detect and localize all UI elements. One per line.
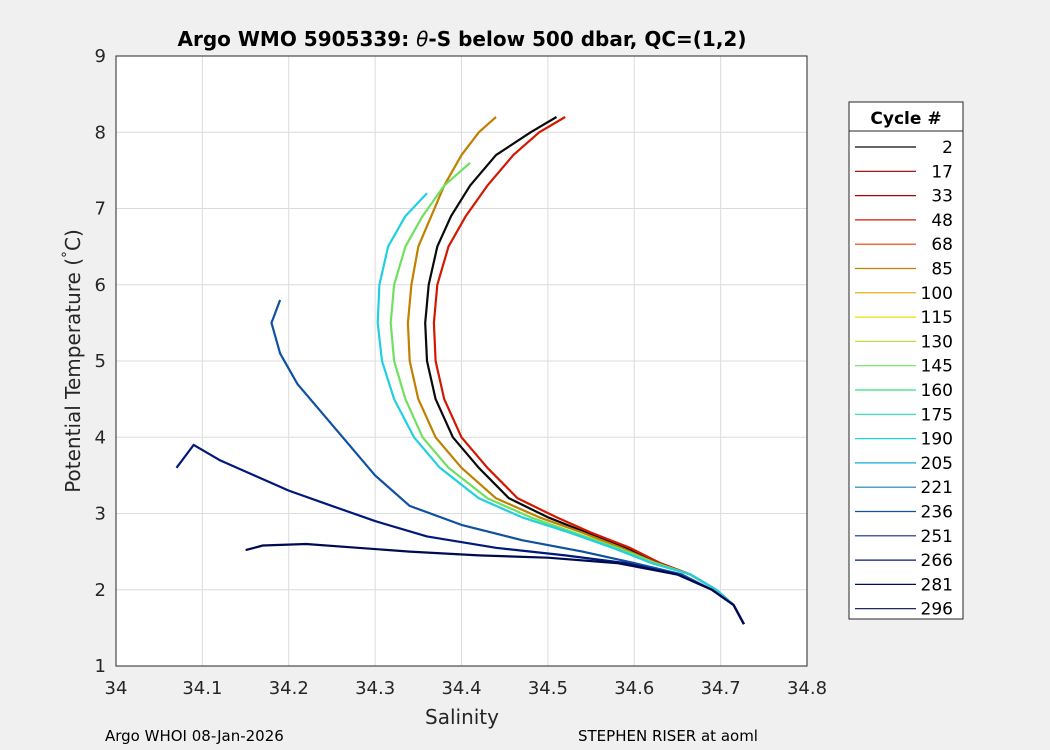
legend-label: 281 <box>921 575 953 595</box>
y-tick-label: 3 <box>95 504 106 525</box>
profile-line-cycle-296 <box>245 542 745 625</box>
legend-entries: 2 17 33 48 68 85 100 115 130 145 160 175 190 205 221 23… <box>855 138 953 620</box>
legend-label: 236 <box>921 503 953 523</box>
footer-left: Argo WHOI 08-Jan-2026 <box>105 727 284 745</box>
y-axis-label: Potential Temperature (°C) <box>60 229 85 493</box>
legend-label: 130 <box>921 332 953 352</box>
x-axis-label: Salinity <box>425 705 499 729</box>
x-tick-labels: 34 34.1 34.2 34.3 34.4 34.5 34.6 34.7 34.8 <box>105 678 827 699</box>
legend-label: 221 <box>921 478 953 498</box>
legend-label: 85 <box>931 260 953 280</box>
x-tick-label: 34.1 <box>182 678 222 699</box>
legend-label: 48 <box>931 211 953 231</box>
y-tick-label: 9 <box>95 46 106 67</box>
legend-label: 296 <box>921 600 953 620</box>
x-tick-label: 34.4 <box>441 678 481 699</box>
profile-line-cycle-190 <box>376 192 745 625</box>
x-tick-label: 34.2 <box>269 678 309 699</box>
y-tick-label: 6 <box>95 275 106 296</box>
x-tick-label: 34.6 <box>614 678 654 699</box>
y-tick-label: 7 <box>95 199 106 220</box>
legend-label: 2 <box>942 138 953 158</box>
x-tick-label: 34.8 <box>787 678 827 699</box>
legend: Cycle # 2 17 33 48 68 85 100 115 130 145 160 175 190… <box>848 101 964 620</box>
x-tick-label: 34.5 <box>528 678 568 699</box>
y-tick-label: 2 <box>95 580 106 601</box>
x-tick-label: 34.3 <box>355 678 395 699</box>
legend-label: 100 <box>921 284 953 304</box>
legend-title: Cycle # <box>870 109 941 129</box>
legend-label: 33 <box>931 187 953 207</box>
legend-label: 205 <box>921 454 953 474</box>
legend-box <box>848 101 964 620</box>
plot-frame <box>115 55 808 667</box>
y-tick-label: 4 <box>95 427 106 448</box>
legend-label: 145 <box>921 357 953 377</box>
legend-label: 175 <box>921 405 953 425</box>
legend-label: 17 <box>931 162 953 182</box>
footer-right: STEPHEN RISER at aoml <box>578 727 758 745</box>
legend-label: 115 <box>921 308 953 328</box>
legend-label: 190 <box>921 430 953 450</box>
y-tick-labels: 1 2 3 4 5 6 7 8 9 <box>95 46 106 677</box>
legend-label: 68 <box>931 235 953 255</box>
y-tick-label: 5 <box>95 351 106 372</box>
legend-label: 160 <box>921 381 953 401</box>
y-tick-label: 8 <box>95 122 106 143</box>
x-tick-label: 34.7 <box>701 678 741 699</box>
legend-label: 251 <box>921 527 953 547</box>
legend-label: 266 <box>921 551 953 571</box>
chart-title: Argo WMO 5905339: θ-S below 500 dbar, QC… <box>178 27 747 51</box>
y-tick-label: 1 <box>95 656 106 677</box>
x-tick-label: 34 <box>105 678 128 699</box>
series-group <box>175 116 745 625</box>
